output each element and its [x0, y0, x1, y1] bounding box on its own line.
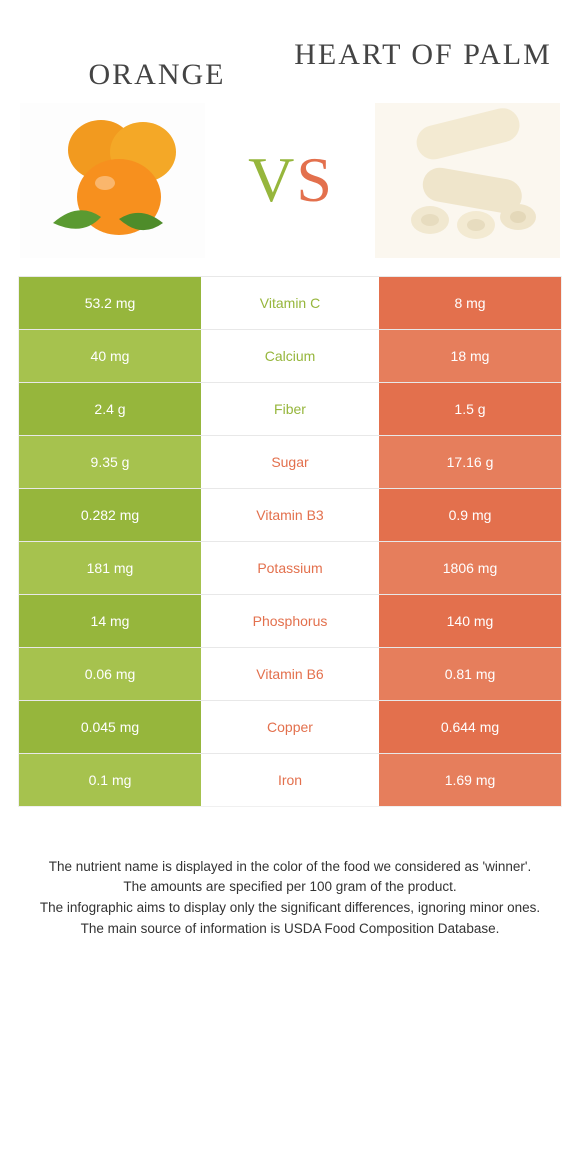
- orange-icon: [23, 105, 203, 255]
- food-image-right: [375, 103, 560, 258]
- table-row: 0.282 mgVitamin B30.9 mg: [19, 488, 561, 541]
- value-left: 0.06 mg: [19, 648, 201, 700]
- table-row: 9.35 gSugar17.16 g: [19, 435, 561, 488]
- images-row: VS: [0, 93, 580, 276]
- table-row: 2.4 gFiber1.5 g: [19, 382, 561, 435]
- nutrient-name: Phosphorus: [201, 595, 379, 647]
- table-row: 40 mgCalcium18 mg: [19, 329, 561, 382]
- nutrient-name: Vitamin C: [201, 277, 379, 329]
- value-right: 1.5 g: [379, 383, 561, 435]
- value-left: 9.35 g: [19, 436, 201, 488]
- nutrient-table: 53.2 mgVitamin C8 mg40 mgCalcium18 mg2.4…: [18, 276, 562, 807]
- value-right: 0.81 mg: [379, 648, 561, 700]
- table-row: 14 mgPhosphorus140 mg: [19, 594, 561, 647]
- food-image-left: [20, 103, 205, 258]
- nutrient-name: Potassium: [201, 542, 379, 594]
- footnote-line: The main source of information is USDA F…: [24, 919, 556, 940]
- infographic-container: ORANGE HEART OF PALM VS: [0, 0, 580, 950]
- footnote-line: The infographic aims to display only the…: [24, 898, 556, 919]
- nutrient-name: Iron: [201, 754, 379, 806]
- value-right: 0.644 mg: [379, 701, 561, 753]
- value-left: 2.4 g: [19, 383, 201, 435]
- value-right: 8 mg: [379, 277, 561, 329]
- value-right: 1806 mg: [379, 542, 561, 594]
- nutrient-name: Vitamin B6: [201, 648, 379, 700]
- value-right: 18 mg: [379, 330, 561, 382]
- value-left: 0.282 mg: [19, 489, 201, 541]
- value-left: 14 mg: [19, 595, 201, 647]
- footnote-line: The amounts are specified per 100 gram o…: [24, 877, 556, 898]
- table-row: 0.045 mgCopper0.644 mg: [19, 700, 561, 753]
- value-left: 0.045 mg: [19, 701, 201, 753]
- vs-letter-left: V: [248, 143, 294, 217]
- table-row: 181 mgPotassium1806 mg: [19, 541, 561, 594]
- nutrient-name: Copper: [201, 701, 379, 753]
- nutrient-name: Vitamin B3: [201, 489, 379, 541]
- table-row: 0.1 mgIron1.69 mg: [19, 753, 561, 806]
- value-left: 0.1 mg: [19, 754, 201, 806]
- vs-letter-right: S: [296, 143, 332, 217]
- value-left: 53.2 mg: [19, 277, 201, 329]
- value-right: 0.9 mg: [379, 489, 561, 541]
- value-left: 181 mg: [19, 542, 201, 594]
- value-right: 17.16 g: [379, 436, 561, 488]
- value-right: 140 mg: [379, 595, 561, 647]
- food-title-right: HEART OF PALM: [290, 20, 556, 73]
- value-left: 40 mg: [19, 330, 201, 382]
- nutrient-name: Sugar: [201, 436, 379, 488]
- table-row: 0.06 mgVitamin B60.81 mg: [19, 647, 561, 700]
- nutrient-name: Fiber: [201, 383, 379, 435]
- vs-label: VS: [248, 143, 332, 217]
- header-titles: ORANGE HEART OF PALM: [0, 0, 580, 93]
- nutrient-name: Calcium: [201, 330, 379, 382]
- footnotes: The nutrient name is displayed in the co…: [0, 807, 580, 951]
- footnote-line: The nutrient name is displayed in the co…: [24, 857, 556, 878]
- table-row: 53.2 mgVitamin C8 mg: [19, 276, 561, 329]
- food-title-left: ORANGE: [24, 20, 290, 93]
- heart-of-palm-icon: [378, 105, 558, 255]
- value-right: 1.69 mg: [379, 754, 561, 806]
